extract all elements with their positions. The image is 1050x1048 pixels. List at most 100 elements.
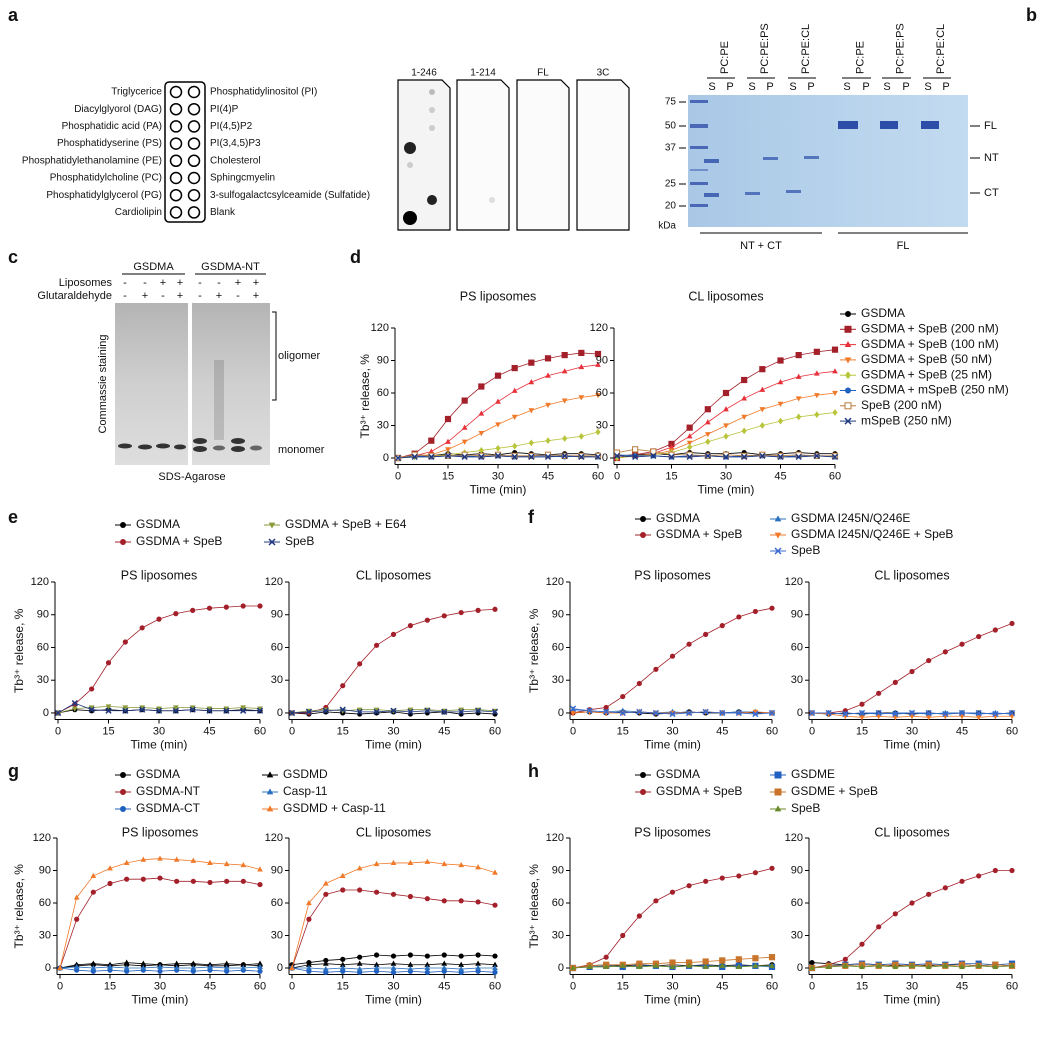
marker [704,452,711,459]
spot-ring [169,154,183,168]
legend-label: GSDMA + SpeB + E64 [285,517,407,531]
marker [703,631,709,637]
membrane-label: 1-214 [470,68,496,79]
marker [458,953,464,959]
marker [206,706,213,712]
lipid-label: PI(4)P [210,104,239,115]
marker [774,771,782,779]
legend-label: GSDMA [656,767,700,781]
marker [306,916,312,922]
marker [428,437,435,444]
marker [613,452,621,459]
marker [223,964,230,971]
marker [768,954,776,961]
marker [122,705,129,711]
marker [492,606,498,612]
marker [769,865,775,871]
marker [357,887,363,893]
marker [323,891,329,897]
marker [407,707,414,713]
marker [702,958,709,965]
plot-title: PS liposomes [121,568,197,582]
marker [1008,709,1016,717]
marker [752,962,759,968]
x-tick-label: 45 [203,725,215,737]
sign: - [143,277,147,289]
y-tick-label: 90 [552,864,564,876]
x-axis-label: Time (min) [644,993,701,1007]
marker [842,710,849,718]
marker [289,964,295,971]
bracket [272,311,277,401]
spot-ring [169,171,183,185]
marker [741,395,748,401]
x-tick-label: 60 [766,980,778,992]
spot-ring [169,137,183,150]
marker [71,700,78,707]
marker [172,705,179,711]
marker [844,341,852,347]
sign: + [235,277,241,289]
marker [120,789,126,795]
marker [105,707,112,714]
marker [652,709,660,717]
plot-title: CL liposomes [356,825,431,839]
x-tick-label: 0 [55,725,61,737]
marker [975,709,982,717]
axis-label: Commassie staining [97,334,109,433]
marker [925,963,932,969]
marker [428,448,435,454]
y-tick-label: 60 [791,641,803,653]
marker [640,516,646,522]
marker [174,878,180,884]
marker [831,346,839,353]
marker [140,856,147,862]
sign: + [216,290,222,302]
marker [528,408,535,414]
sign: - [198,277,202,289]
marker [719,875,725,881]
group-label: NT + CT [740,240,782,252]
marker [719,709,726,717]
legend-label: GSDMA [861,306,905,320]
sign: - [123,290,127,302]
series-line [59,877,261,969]
spot-ring [187,206,201,219]
plot-title: CL liposomes [688,289,763,303]
membrane [397,79,451,231]
series-line [397,352,599,459]
spot-ring [187,120,201,133]
marker [845,387,851,394]
x-tick-label: 45 [774,470,786,482]
marker [155,707,163,714]
marker [441,860,448,867]
gel [115,303,188,465]
legend-label: mSpeB (250 nM) [861,413,952,427]
marker [306,961,312,967]
marker [495,422,501,428]
marker [632,446,639,453]
marker [686,453,693,461]
marker [407,952,414,958]
marker [528,439,534,447]
marker [390,969,397,975]
sign: - [236,290,240,302]
spot [489,197,495,203]
marker [545,372,551,378]
marker [795,396,802,402]
spot [429,125,435,131]
marker [719,623,725,629]
marker [356,960,363,966]
marker [157,875,163,881]
marker [373,961,380,967]
x-tick-label: 0 [809,725,815,737]
x-tick-label: 15 [617,725,629,737]
spot [429,107,435,113]
marker [958,709,966,717]
marker [669,889,676,895]
marker [926,657,932,664]
legend-label: GSDMD [283,767,328,781]
band-label: CT [984,187,999,199]
marker [90,889,96,895]
